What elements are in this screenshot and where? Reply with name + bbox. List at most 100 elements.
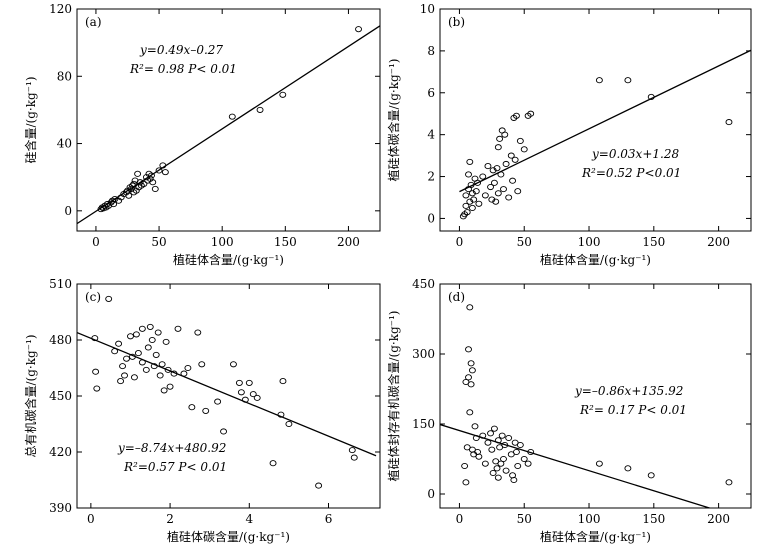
panel-a-x-tick-label: 0 (92, 235, 100, 249)
panel-b-data-point (487, 183, 494, 191)
panel-c-data-point (156, 372, 164, 379)
panel-d-data-point (462, 479, 470, 486)
panel-a-data-point (148, 172, 155, 179)
panel-a-stats: R²= 0.98 P< 0.01 (129, 62, 237, 76)
panel-c-data-point (164, 366, 172, 373)
panel-c-data-point (202, 407, 210, 414)
panel-d-data-point (624, 465, 632, 472)
panel-d-y-axis-label: 植硅体封存有机碳含量/(g·kg⁻¹) (386, 310, 401, 481)
panel-d-data-point (465, 374, 472, 381)
panel-a-x-tick-label: 200 (337, 235, 360, 249)
panel-b-frame (439, 8, 752, 232)
panel-c-data-point (241, 396, 249, 403)
panel-a-data-point (140, 180, 148, 187)
panel-d-x-tick-label: 50 (517, 512, 532, 526)
panel-c-data-point (194, 329, 202, 336)
panel-c-data-point (150, 363, 158, 370)
panel-a-y-tick-label: 80 (57, 69, 72, 83)
panel-b-panel-label: (b) (448, 15, 465, 29)
panel-a-fit-line (77, 25, 380, 225)
panel-b-data-point (467, 181, 475, 188)
panel-d-data-point (487, 430, 494, 437)
panel-b-data-point (595, 77, 603, 84)
panel-a-data-point (136, 179, 144, 186)
panel-a-x-axis-label: 植硅体含量/(g·kg⁻¹) (173, 252, 284, 267)
panel-b-equation: y=0.03x+1.28 (591, 147, 679, 161)
panel-a-data-point (149, 179, 157, 186)
panel-b-y-tick-label: 0 (427, 211, 435, 225)
panel-b-y-tick-label: 8 (427, 44, 435, 58)
panel-b-data-point (470, 196, 478, 203)
panel-c-data-point (129, 353, 136, 360)
panel-b-data-point (475, 200, 483, 207)
panel-b-data-point (496, 135, 504, 142)
panel-a-data-point (161, 169, 169, 176)
panel-d-x-tick-label: 100 (578, 512, 601, 526)
panel-a-data-point (111, 195, 119, 203)
panel-b-x-tick-label: 150 (642, 235, 665, 249)
panel-c-data-point (348, 447, 356, 454)
panel-c-data-point (279, 378, 287, 385)
panel-a-y-axis-label: 硅含量/(g·kg⁻¹) (23, 76, 38, 163)
panel-c-data-point (230, 361, 237, 368)
panel-b-x-axis-label: 植硅体含量/(g·kg⁻¹) (540, 252, 651, 267)
panel-d-data-point (527, 448, 535, 456)
panel-c-data-point (198, 361, 206, 368)
panel-c-y-tick-label: 420 (49, 445, 72, 459)
panel-c-data-point (111, 348, 119, 355)
panel-d-data-point (500, 455, 507, 463)
panel-c-data-point (92, 368, 100, 375)
panel-d-data-point (494, 474, 502, 481)
panel-a-data-point (151, 185, 159, 193)
panel-d-data-point (498, 432, 506, 439)
panel-c-frame (76, 283, 381, 509)
panel-c-equation: y=–8.74x+480.92 (117, 441, 226, 455)
panel-c-data-point (249, 391, 257, 398)
panel-c-x-tick-label: 2 (166, 512, 174, 526)
panel-d-data-point (516, 441, 524, 449)
panel-b-data-point (481, 192, 489, 199)
panel-d-data-point (502, 467, 510, 474)
panel-b-data-point (505, 194, 513, 201)
panel-c-data-point (253, 394, 261, 401)
panel-b-data-point (725, 119, 733, 126)
panel-d-data-point (524, 460, 532, 467)
panel-d-data-point (481, 460, 489, 467)
panel-c-data-point (269, 460, 277, 467)
panel-c-y-tick-label: 450 (49, 389, 72, 403)
panel-a-x-tick-label: 100 (211, 235, 234, 249)
panel-d-data-point (466, 304, 474, 311)
panel-c-data-point (123, 355, 130, 362)
panel-d-data-point (468, 367, 476, 374)
panel-c-data-point (148, 336, 156, 344)
panel-a-data-point (125, 192, 133, 199)
panel-c-x-tick-label: 0 (87, 512, 95, 526)
panel-d-data-point (467, 381, 475, 388)
panel-c-y-axis-label: 总有机碳含量/(g·kg⁻¹) (23, 334, 38, 457)
panel-b-data-point (492, 198, 500, 205)
panel-b-data-point (500, 186, 507, 193)
panel-a-x-tick-label: 50 (151, 235, 166, 249)
panel-c-data-point (93, 385, 101, 392)
panel-c-x-tick-label: 6 (325, 512, 333, 526)
panel-c-data-point (138, 359, 146, 366)
panel-b-data-point (511, 156, 519, 163)
panel-c-data-point (105, 295, 113, 302)
panel-b-x-tick-label: 200 (707, 235, 730, 249)
panel-b-x-tick-label: 100 (578, 235, 601, 249)
panel-b-data-point (462, 192, 470, 199)
panel-b-y-axis-label: 植硅体碳含量/(g·kg⁻¹) (386, 58, 401, 181)
panel-b-data-point (494, 190, 502, 197)
panel-a-data-point (279, 91, 287, 98)
panel-c-data-point (237, 389, 245, 396)
panel-b-data-point (494, 144, 502, 151)
panel-b-data-point (516, 137, 524, 144)
panel-c-data-point (235, 379, 243, 386)
panel-c-data-point (245, 379, 253, 386)
panel-c-data-point (162, 338, 170, 345)
panel-b-data-point (462, 202, 470, 209)
panel-d-x-axis-label: 植硅体含量/(g·kg⁻¹) (540, 529, 651, 544)
panel-c-data-point (146, 323, 154, 330)
panel-b-data-point (513, 112, 520, 119)
